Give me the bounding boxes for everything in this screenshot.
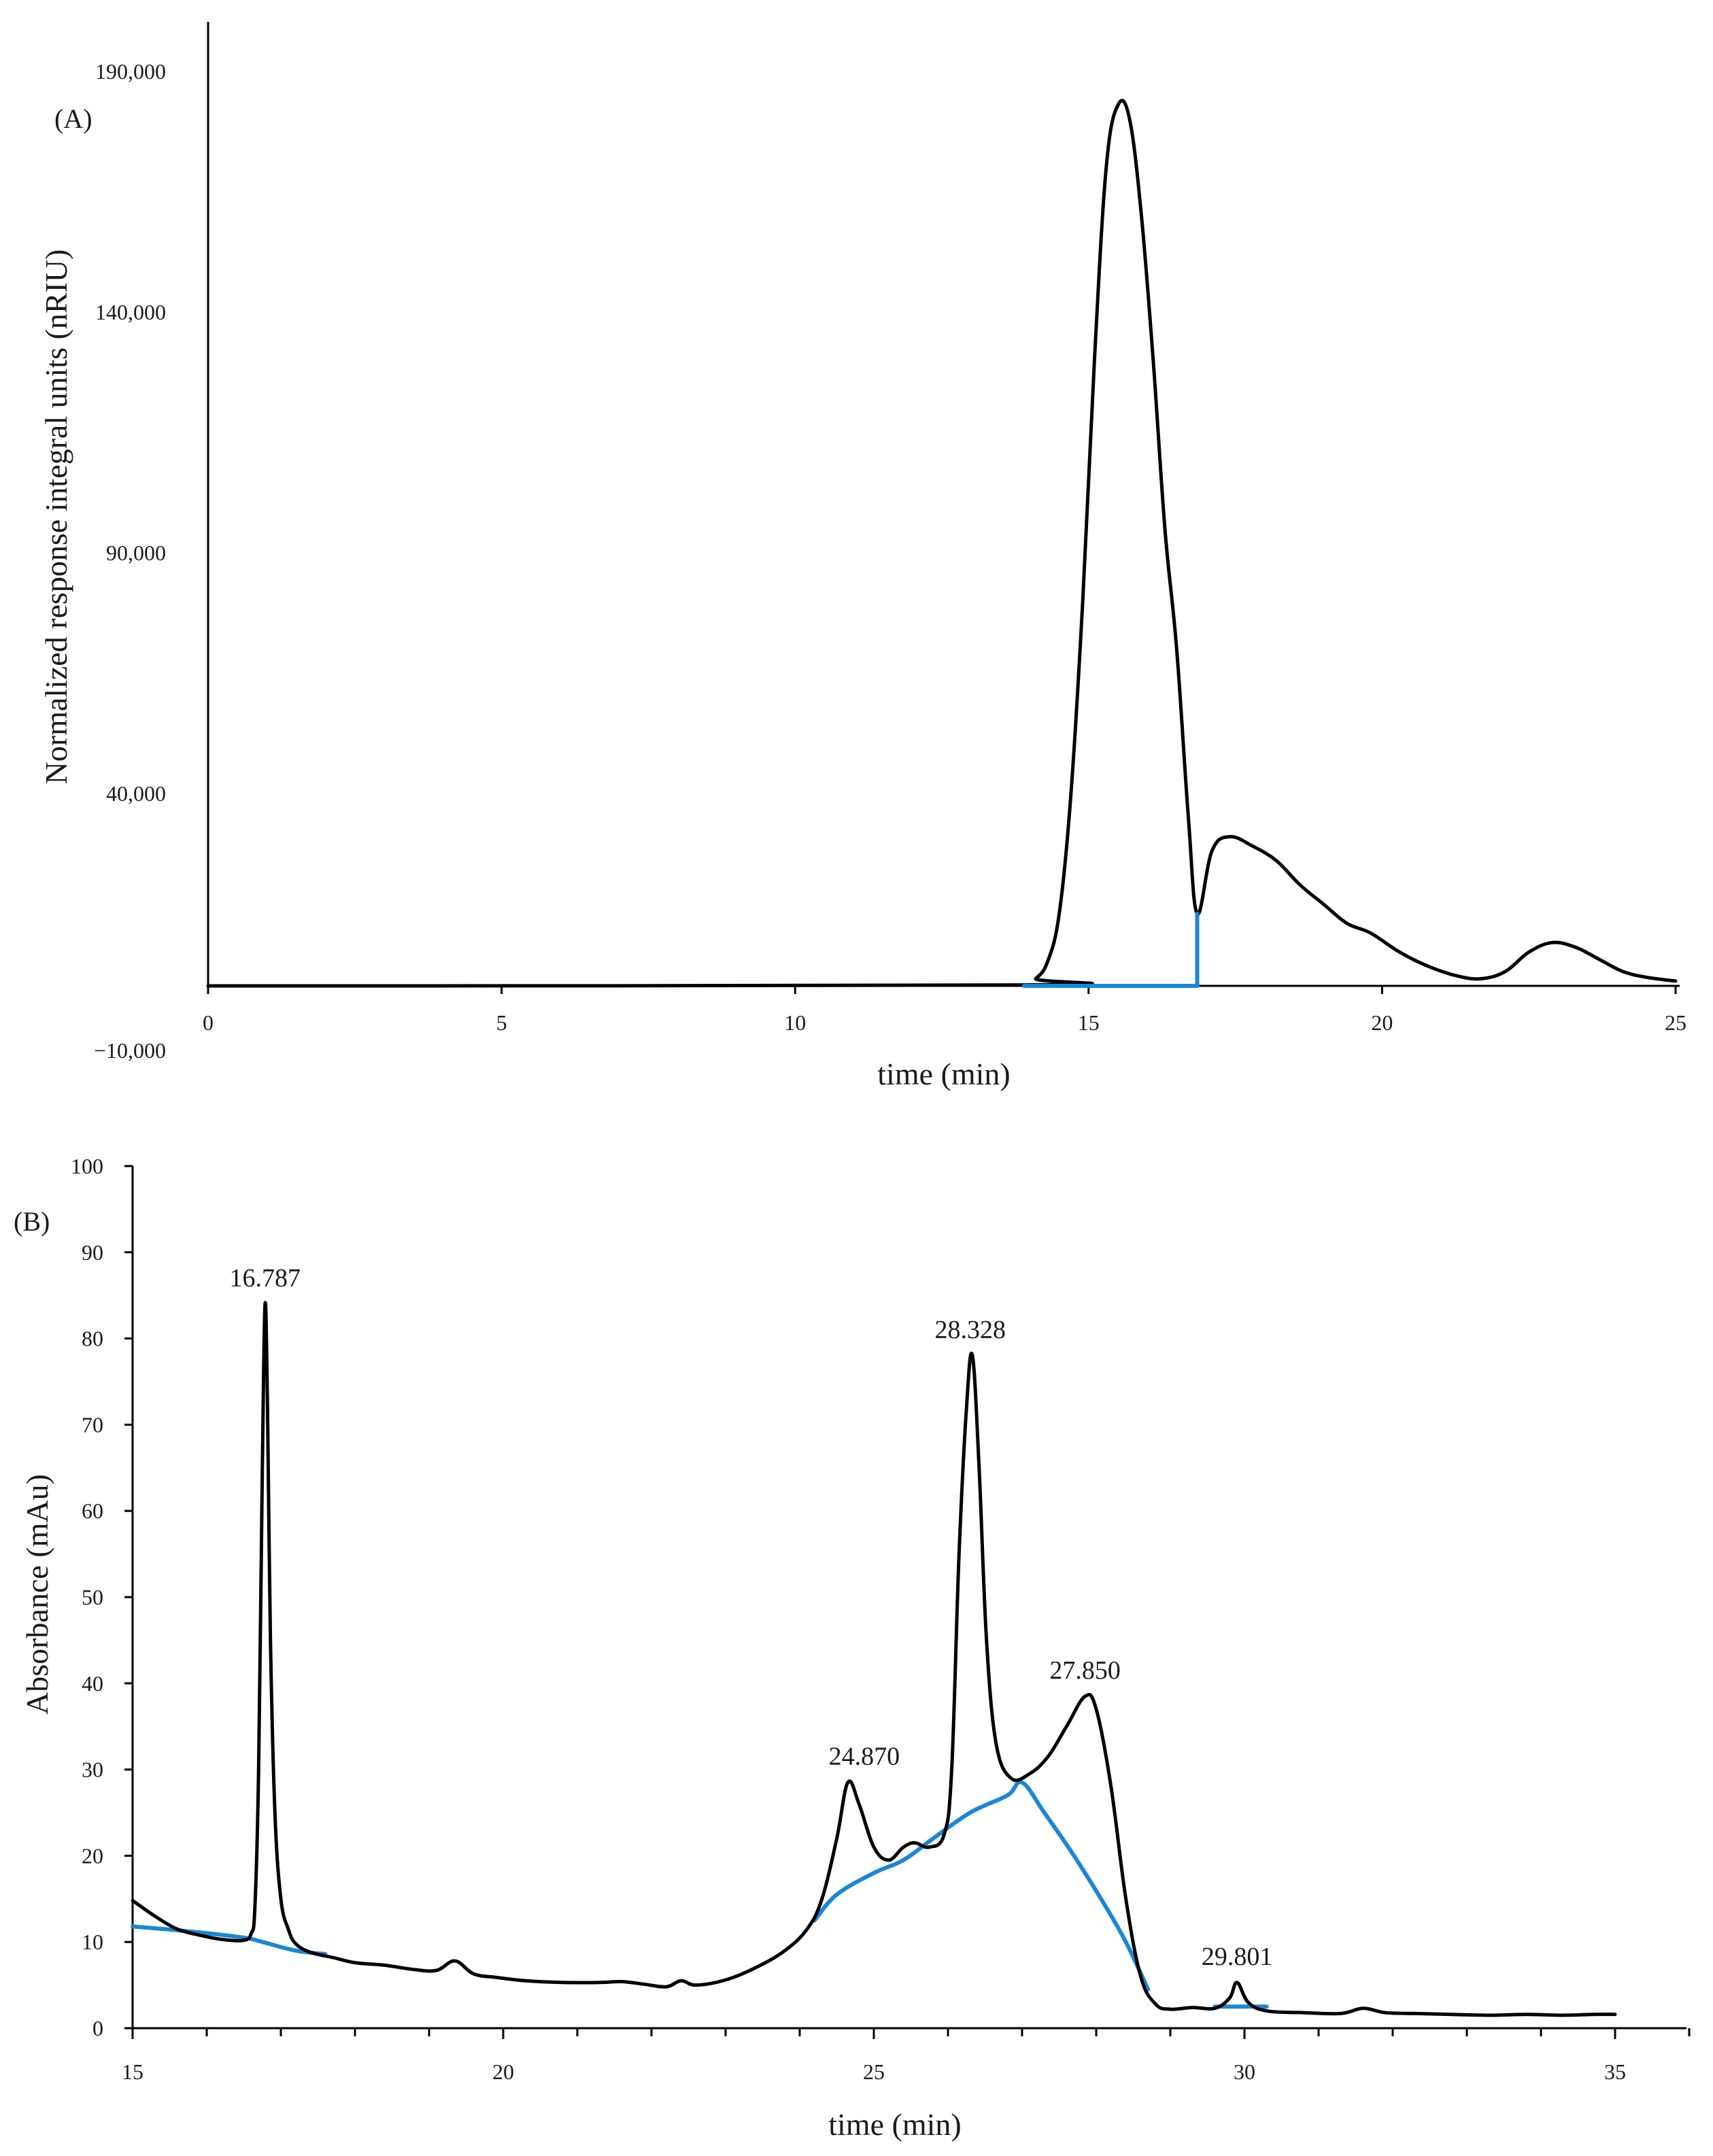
peak-label: 27.850 — [1049, 1656, 1121, 1685]
panel-b-x-tick-label: 15 — [122, 2059, 143, 2084]
panel-b-y-ticks: 0 10 20 30 40 50 60 70 80 90 100 — [71, 1154, 133, 2040]
panel-a-x-ticks: 0 5 10 15 20 25 — [203, 986, 1686, 1035]
panel-a-x-axis-title: time (min) — [877, 1057, 1010, 1091]
panel-a-x-tick-label: 20 — [1371, 1010, 1393, 1035]
panel-b-y-tick-label: 80 — [82, 1327, 103, 1351]
panel-a-series — [206, 99, 1678, 988]
panel-b-y-tick-label: 90 — [82, 1240, 103, 1265]
panel-a-y-tick-label: 190,000 — [95, 59, 166, 84]
panel-b-y-tick-label: 40 — [82, 1671, 103, 1696]
chart-panel-a: (A) −10,000 40,000 90,000 140,000 190,000 0 5… — [39, 22, 1686, 1091]
panel-a-x-tick-label: 15 — [1078, 1010, 1100, 1035]
panel-a-y-tick-label: 90,000 — [106, 541, 166, 565]
panel-b-label: (B) — [14, 1206, 50, 1237]
panel-b-y-tick-label: 10 — [82, 1930, 103, 1954]
peak-label: 29.801 — [1202, 1943, 1273, 1971]
panel-a-y-ticks: −10,000 40,000 90,000 140,000 190,000 — [94, 59, 166, 1063]
panel-b-x-tick-label: 35 — [1604, 2059, 1626, 2084]
panel-a-label: (A) — [54, 103, 92, 134]
chart-panel-b: (B) 0 10 20 30 40 50 60 70 80 90 100 15 20 25 30 35 16… — [14, 1154, 1691, 2142]
panel-a-y-tick-label: −10,000 — [94, 1038, 166, 1063]
panel-b-x-tick-label: 25 — [863, 2059, 885, 2084]
panel-a-x-tick-label: 0 — [203, 1010, 214, 1035]
panel-a-x-tick-label: 25 — [1665, 1010, 1686, 1035]
panel-a-baseline-line — [1021, 911, 1200, 988]
peak-label: 24.870 — [829, 1743, 900, 1771]
panel-b-y-tick-label: 60 — [82, 1499, 103, 1523]
panel-a-y-tick-label: 40,000 — [106, 781, 166, 806]
panel-b-y-tick-label: 0 — [92, 2016, 103, 2040]
panel-b-x-ticks: 15 20 25 30 35 — [122, 2028, 1691, 2084]
panel-a-x-tick-label: 10 — [784, 1010, 806, 1035]
panel-b-x-axis-title: time (min) — [828, 2107, 961, 2142]
panel-a-x-tick-label: 5 — [496, 1010, 507, 1035]
panel-a-y-axis-title: Normalized response integral units (nRIU… — [39, 250, 73, 785]
peak-label: 16.787 — [230, 1264, 301, 1293]
panel-a-y-tick-label: 140,000 — [95, 300, 166, 324]
panel-b-y-tick-label: 100 — [71, 1154, 103, 1178]
panel-b-y-tick-label: 70 — [82, 1412, 103, 1437]
panel-b-signal-line — [131, 1301, 1617, 2017]
panel-b-series — [131, 1301, 1617, 2017]
panel-b-x-tick-label: 20 — [492, 2059, 514, 2084]
panel-b-peak-labels: 16.787 24.870 28.328 27.850 29.801 — [230, 1264, 1273, 1971]
panel-b-y-axis-title: Absorbance (mAu) — [20, 1474, 54, 1715]
panel-b-baseline-line — [812, 1779, 1151, 1991]
panel-b-y-tick-label: 20 — [82, 1843, 103, 1868]
panel-a-signal-line — [206, 99, 1678, 988]
panel-b-y-tick-label: 30 — [82, 1758, 103, 1782]
panel-b-y-tick-label: 50 — [82, 1585, 103, 1609]
peak-label: 28.328 — [934, 1316, 1006, 1344]
panel-b-x-tick-label: 30 — [1234, 2059, 1255, 2084]
